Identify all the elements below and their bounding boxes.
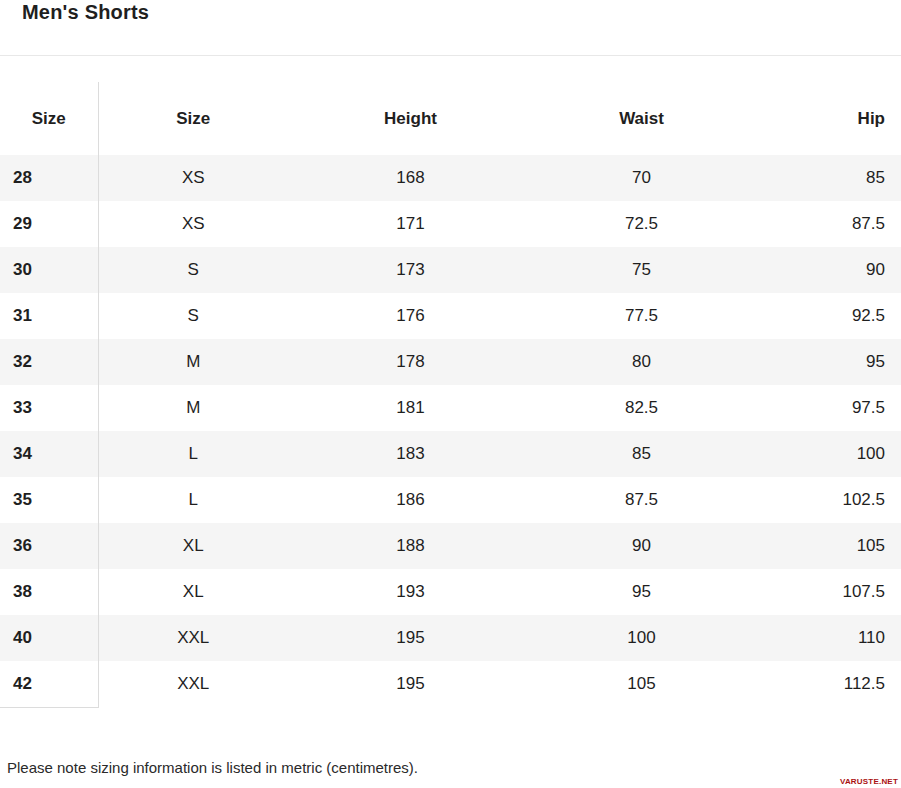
table-header: Size Size Height Waist Hip <box>0 82 901 155</box>
table-cell: 176 <box>288 293 533 339</box>
table-cell: 105 <box>750 523 901 569</box>
table-row: 29XS17172.587.5 <box>0 201 901 247</box>
table-cell: 90 <box>750 247 901 293</box>
table-cell: L <box>98 477 288 523</box>
table-row: 30S1737590 <box>0 247 901 293</box>
table-row: 31S17677.592.5 <box>0 293 901 339</box>
table-cell: 70 <box>533 155 750 201</box>
table-cell: 97.5 <box>750 385 901 431</box>
table-cell: 193 <box>288 569 533 615</box>
column-header-size-intl: Size <box>98 82 288 155</box>
table-cell: 30 <box>0 247 98 293</box>
table-cell: 188 <box>288 523 533 569</box>
table-cell: 35 <box>0 477 98 523</box>
table-cell: M <box>98 339 288 385</box>
table-cell: 31 <box>0 293 98 339</box>
column-header-waist: Waist <box>533 82 750 155</box>
table-cell: 195 <box>288 661 533 708</box>
table-cell: 195 <box>288 615 533 661</box>
table-cell: S <box>98 293 288 339</box>
table-cell: S <box>98 247 288 293</box>
table-cell: XXL <box>98 661 288 708</box>
table-cell: XL <box>98 569 288 615</box>
table-cell: 171 <box>288 201 533 247</box>
table-cell: 34 <box>0 431 98 477</box>
table-cell: 87.5 <box>750 201 901 247</box>
table-cell: 40 <box>0 615 98 661</box>
table-cell: 72.5 <box>533 201 750 247</box>
table-cell: 168 <box>288 155 533 201</box>
table-row: 38XL19395107.5 <box>0 569 901 615</box>
table-cell: 92.5 <box>750 293 901 339</box>
table-cell: 28 <box>0 155 98 201</box>
size-chart-table: Size Size Height Waist Hip 28XS168708529… <box>0 82 901 708</box>
table-cell: 85 <box>533 431 750 477</box>
table-row: 35L18687.5102.5 <box>0 477 901 523</box>
table-cell: 90 <box>533 523 750 569</box>
table-cell: 85 <box>750 155 901 201</box>
table-row: 33M18182.597.5 <box>0 385 901 431</box>
table-cell: 80 <box>533 339 750 385</box>
table-cell: 110 <box>750 615 901 661</box>
table-cell: XXL <box>98 615 288 661</box>
table-cell: 95 <box>533 569 750 615</box>
table-cell: 107.5 <box>750 569 901 615</box>
table-cell: XS <box>98 201 288 247</box>
table-cell: 100 <box>750 431 901 477</box>
table-cell: 33 <box>0 385 98 431</box>
table-cell: 100 <box>533 615 750 661</box>
table-cell: 82.5 <box>533 385 750 431</box>
table-cell: 29 <box>0 201 98 247</box>
table-row: 40XXL195100110 <box>0 615 901 661</box>
table-cell: 105 <box>533 661 750 708</box>
table-row: 32M1788095 <box>0 339 901 385</box>
table-cell: XS <box>98 155 288 201</box>
table-row: 42XXL195105112.5 <box>0 661 901 708</box>
table-header-row: Size Size Height Waist Hip <box>0 82 901 155</box>
table-cell: 38 <box>0 569 98 615</box>
table-cell: M <box>98 385 288 431</box>
watermark: VARUSTE.NET <box>840 777 898 786</box>
table-cell: 112.5 <box>750 661 901 708</box>
table-cell: 42 <box>0 661 98 708</box>
column-header-size-us: Size <box>0 82 98 155</box>
column-header-height: Height <box>288 82 533 155</box>
table-row: 36XL18890105 <box>0 523 901 569</box>
table-row: 28XS1687085 <box>0 155 901 201</box>
table-cell: 102.5 <box>750 477 901 523</box>
table-row: 34L18385100 <box>0 431 901 477</box>
table-cell: 95 <box>750 339 901 385</box>
table-cell: L <box>98 431 288 477</box>
table-cell: 186 <box>288 477 533 523</box>
table-cell: 77.5 <box>533 293 750 339</box>
table-cell: 181 <box>288 385 533 431</box>
header-divider-line <box>0 55 901 56</box>
table-cell: 87.5 <box>533 477 750 523</box>
table-cell: 75 <box>533 247 750 293</box>
table-cell: 32 <box>0 339 98 385</box>
table-body: 28XS168708529XS17172.587.530S173759031S1… <box>0 155 901 708</box>
metric-note: Please note sizing information is listed… <box>7 759 901 777</box>
table-cell: XL <box>98 523 288 569</box>
table-cell: 173 <box>288 247 533 293</box>
page-title: Men's Shorts <box>0 0 901 23</box>
table-cell: 183 <box>288 431 533 477</box>
column-header-hip: Hip <box>750 82 901 155</box>
table-cell: 178 <box>288 339 533 385</box>
table-cell: 36 <box>0 523 98 569</box>
